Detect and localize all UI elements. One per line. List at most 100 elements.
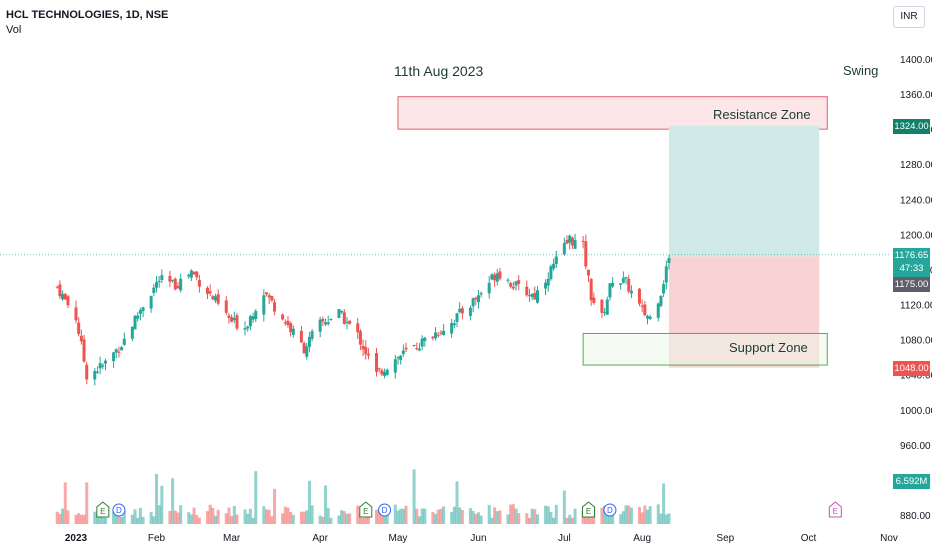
volume-bar: [189, 514, 193, 524]
volume-bar: [431, 511, 435, 524]
volume-bar: [511, 504, 515, 524]
volume-bar: [364, 515, 368, 524]
volume-bar: [283, 506, 287, 524]
volume-bar: [656, 504, 660, 524]
candle-body: [138, 310, 142, 314]
candle-body: [114, 349, 118, 353]
candle-body: [262, 295, 266, 315]
candle-body: [385, 369, 389, 375]
volume-bar: [211, 507, 215, 524]
candle-body: [621, 278, 625, 283]
volume-bar: [120, 516, 124, 524]
volume-bar: [619, 514, 623, 524]
volume-bar: [307, 480, 311, 524]
candle-body: [310, 331, 314, 339]
candle-body: [664, 266, 668, 283]
x-tick-label: Jul: [558, 533, 571, 544]
volume-bar: [659, 513, 663, 524]
volume-bar: [58, 514, 62, 524]
date-annotation[interactable]: 11th Aug 2023: [394, 63, 484, 79]
earnings-marker: E: [359, 501, 373, 518]
volume-bar: [265, 509, 269, 524]
volume-bar: [77, 513, 81, 524]
candle-body: [305, 346, 309, 357]
volume-bar: [415, 508, 419, 524]
candle-body: [141, 307, 145, 312]
candle-body: [58, 284, 62, 297]
volume-bar: [321, 516, 325, 524]
candle-body: [460, 308, 464, 314]
volume-bar: [404, 505, 408, 524]
volume-indicator-label[interactable]: Vol: [6, 24, 22, 36]
volume-bar: [544, 505, 548, 524]
candle-body: [348, 320, 352, 324]
candle-body: [224, 300, 228, 313]
volume-bar: [455, 481, 459, 524]
candle-body: [61, 293, 65, 300]
candle-body: [197, 279, 201, 287]
volume-bar: [423, 508, 427, 524]
support-zone-label[interactable]: Support Zone: [729, 340, 808, 355]
candle-body: [562, 243, 566, 255]
candle-body: [214, 296, 218, 301]
candle-body: [149, 295, 153, 309]
candle-body: [420, 338, 424, 347]
candle-body: [656, 303, 660, 318]
candle-body: [412, 344, 416, 346]
candle-body: [356, 323, 360, 333]
swing-annotation[interactable]: Swing: [843, 63, 879, 78]
earnings-marker: E: [828, 501, 842, 518]
candle-body: [659, 295, 663, 306]
candle-body: [536, 290, 540, 303]
volume-bar: [197, 517, 201, 524]
volume-bar: [468, 508, 472, 524]
y-tick-label: 1120.00: [900, 301, 932, 312]
volume-bar: [101, 514, 105, 524]
earnings-icon: [828, 501, 842, 518]
candle-body: [581, 240, 585, 242]
volume-bar: [434, 513, 438, 524]
candle-body: [227, 315, 231, 318]
candle-body: [629, 290, 633, 294]
volume-bar: [439, 508, 443, 524]
candle-body: [401, 350, 405, 355]
candle-body: [270, 295, 274, 301]
candle-body: [173, 278, 177, 290]
candle-body: [455, 313, 459, 322]
volume-bar: [487, 504, 491, 524]
resistance-zone-label[interactable]: Resistance Zone: [713, 107, 811, 122]
candle-body: [592, 297, 596, 303]
candle-body: [603, 311, 607, 313]
volume-bar: [342, 511, 346, 524]
last-price-value: 1176.65: [894, 250, 929, 261]
candle-body: [189, 270, 193, 278]
currency-button[interactable]: INR: [893, 6, 925, 28]
candle-body: [273, 302, 277, 312]
volume-bar: [157, 505, 161, 524]
y-tick-label: 1080.00: [900, 336, 932, 347]
volume-bar: [479, 515, 483, 524]
volume-bar: [476, 512, 480, 524]
candle-body: [302, 343, 306, 354]
candle-body: [95, 371, 99, 373]
candle-body: [554, 256, 558, 264]
volume-bar: [176, 512, 180, 524]
candle-body: [366, 353, 370, 356]
volume-bar: [230, 516, 234, 524]
x-tick-label: Jun: [470, 533, 486, 544]
volume-bar: [192, 507, 196, 524]
volume-bar: [565, 517, 569, 524]
y-tick-label: 880.00: [900, 511, 931, 522]
candle-body: [517, 280, 521, 284]
candle-body: [549, 266, 553, 280]
volume-bar: [417, 516, 421, 524]
candle-body: [157, 280, 161, 283]
volume-bar: [281, 513, 285, 524]
candle-body: [122, 338, 126, 345]
volume-bar: [291, 514, 295, 524]
volume-bar: [383, 516, 387, 524]
volume-bar: [133, 509, 137, 524]
volume-bar: [318, 515, 322, 524]
